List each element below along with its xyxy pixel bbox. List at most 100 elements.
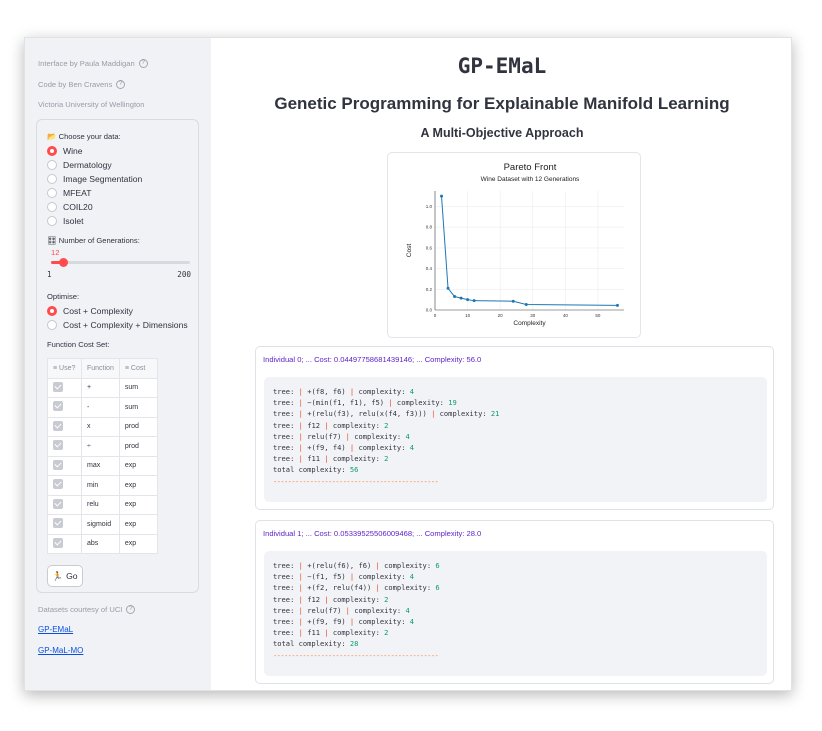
pipe-separator: | [375,583,380,593]
radio-circle[interactable] [47,216,57,226]
use-checkbox[interactable] [53,401,63,412]
optimise-label: Optimise: [47,292,80,301]
cost-cell[interactable]: exp [118,455,158,476]
generations-slider[interactable] [51,258,190,267]
tree-line: tree: | −(min(f1, f1), f5) | complexity:… [273,397,767,408]
cost-cell[interactable]: sum [118,397,158,418]
dataset-option[interactable]: Isolet [47,216,84,226]
complexity-keyword: complexity: [358,443,406,453]
series-line [441,196,618,306]
tree-line: tree: | +(f9, f9) | complexity: 4 [273,616,767,627]
use-checkbox[interactable] [53,537,63,548]
cost-cell[interactable]: prod [118,416,158,437]
tree-expression: f12 [307,420,321,430]
function-cell[interactable]: sigmoid [81,514,120,535]
tree-keyword: tree: [273,387,295,396]
radio-circle[interactable] [47,188,57,198]
tree-line: tree: | +(f8, f6) | complexity: 4 [273,386,767,397]
use-cell [47,514,82,535]
tree-keyword: tree: [273,454,295,464]
use-checkbox[interactable] [53,381,63,392]
credit-text: Code by Ben Cravens [38,80,113,89]
data-point [511,299,515,303]
cost-cell[interactable]: exp [118,514,158,535]
radio-circle[interactable] [47,320,57,330]
cost-cell[interactable]: exp [118,494,158,515]
cost-cell[interactable]: exp [118,533,158,554]
individual-title: Individual 1; ... Cost: 0.05339525506009… [263,529,482,538]
dataset-option[interactable]: Image Segmentation [47,174,142,184]
radio-label: MFEAT [63,188,92,198]
radio-circle[interactable] [47,306,57,316]
link-gp-emal[interactable]: GP-EMaL [38,625,74,634]
cost-cell[interactable]: exp [118,475,158,496]
function-cell[interactable]: max [81,455,120,476]
radio-circle[interactable] [47,202,57,212]
y-tick-label: 1.0 [426,204,433,209]
pipe-separator: | [298,628,303,638]
dataset-label: 📂 Choose your data: [47,132,121,141]
complexity-value: 2 [384,454,389,464]
cost-cell[interactable]: prod [118,436,158,457]
complexity-value: 19 [448,398,457,408]
tree-expression: relu(f7) [307,431,342,441]
total-value: 56 [349,465,359,475]
y-tick-label: 0.4 [426,266,433,271]
radio-label: Dermatology [63,160,112,170]
use-checkbox[interactable] [53,459,63,470]
function-cell[interactable]: relu [81,494,120,515]
help-icon[interactable]: ? [116,80,126,89]
radio-circle[interactable] [47,146,57,156]
use-cell [47,494,82,515]
use-checkbox[interactable] [53,479,63,490]
column-header-function[interactable]: Function [81,358,120,379]
help-icon[interactable]: ? [138,59,148,68]
function-cell[interactable]: + [81,377,120,398]
use-checkbox[interactable] [53,518,63,529]
function-cell[interactable]: min [81,475,120,496]
tree-line: tree: | +(relu(f3), relu(x(f4, f3))) | c… [273,408,767,419]
complexity-value: 4 [405,431,410,441]
use-checkbox[interactable] [53,498,63,509]
radio-circle[interactable] [47,174,57,184]
complexity-value: 21 [490,409,500,419]
complexity-value: 4 [405,605,410,615]
runner-icon: 🏃 [52,570,64,581]
dataset-option[interactable]: Dermatology [47,160,112,170]
complexity-value: 4 [409,572,415,582]
function-cell[interactable]: ÷ [81,436,120,457]
radio-label: Cost + Complexity [63,306,133,316]
link-gp-mal-mo[interactable]: GP-MaL-MO [38,646,84,655]
tree-expression: −(f1, f5) [307,572,346,582]
radio-circle[interactable] [47,160,57,170]
pipe-separator: | [349,387,355,396]
slider-thumb[interactable] [58,258,68,267]
dataset-option[interactable]: COIL20 [47,202,93,212]
use-checkbox[interactable] [53,440,63,451]
table-row: max exp [47,455,158,476]
y-axis-label: Cost [406,244,413,258]
dataset-option[interactable]: MFEAT [47,188,91,198]
column-header-use[interactable]: ≡ Use? [47,358,82,379]
generations-slider-value: 12 [51,248,60,257]
complexity-keyword: complexity: [332,594,380,604]
tree-keyword: tree: [273,398,295,408]
function-cell[interactable]: x [81,416,120,437]
column-header-cost[interactable]: ≡ Cost [118,358,158,379]
dataset-option[interactable]: Wine [47,146,83,156]
table-row: x prod [47,416,158,437]
go-button[interactable]: 🏃 Go [47,565,83,587]
slider-max-label: 200 [177,270,191,279]
use-checkbox[interactable] [53,420,63,431]
datasets-credit: Datasets courtesy of UCI ? [38,605,136,614]
help-icon[interactable]: ? [126,605,136,614]
page-title: GP-EMaL [457,54,547,78]
function-cell[interactable]: abs [81,533,120,554]
function-cell[interactable]: - [81,397,120,418]
complexity-keyword: complexity: [354,605,402,615]
use-cell [47,533,82,554]
cost-cell[interactable]: sum [118,377,158,398]
optimise-option[interactable]: Cost + Complexity [47,306,133,316]
total-line: total complexity: 56 [273,464,767,475]
optimise-option[interactable]: Cost + Complexity + Dimensions [47,320,188,330]
